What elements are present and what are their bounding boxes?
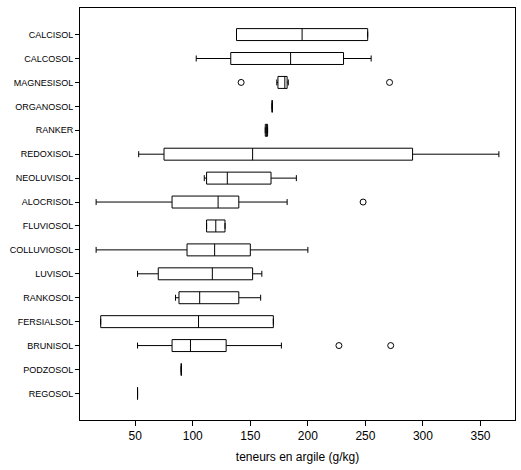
svg-text:PODZOSOL: PODZOSOL [23,365,73,375]
svg-text:100: 100 [183,429,203,443]
svg-text:LUVISOL: LUVISOL [35,269,73,279]
svg-text:150: 150 [240,429,260,443]
svg-text:50: 50 [129,429,143,443]
svg-text:FERSIALSOL: FERSIALSOL [18,317,74,327]
svg-text:300: 300 [413,429,433,443]
svg-text:350: 350 [470,429,490,443]
svg-text:CALCOSOL: CALCOSOL [24,54,73,64]
svg-text:teneurs en argile (g/kg): teneurs en argile (g/kg) [236,450,359,464]
svg-text:FLUVIOSOL: FLUVIOSOL [23,221,74,231]
svg-text:CALCISOL: CALCISOL [29,30,74,40]
svg-text:200: 200 [298,429,318,443]
svg-text:BRUNISOL: BRUNISOL [27,341,73,351]
svg-text:COLLUVIOSOL: COLLUVIOSOL [10,245,74,255]
svg-text:ALOCRISOL: ALOCRISOL [22,197,74,207]
svg-text:MAGNESISOL: MAGNESISOL [14,78,74,88]
svg-text:250: 250 [355,429,375,443]
svg-text:NEOLUVISOL: NEOLUVISOL [16,173,74,183]
svg-text:ORGANOSOL: ORGANOSOL [15,102,73,112]
svg-text:RANKER: RANKER [36,125,74,135]
svg-text:REDOXISOL: REDOXISOL [21,149,74,159]
svg-text:REGOSOL: REGOSOL [29,389,74,399]
svg-text:RANKOSOL: RANKOSOL [23,293,73,303]
